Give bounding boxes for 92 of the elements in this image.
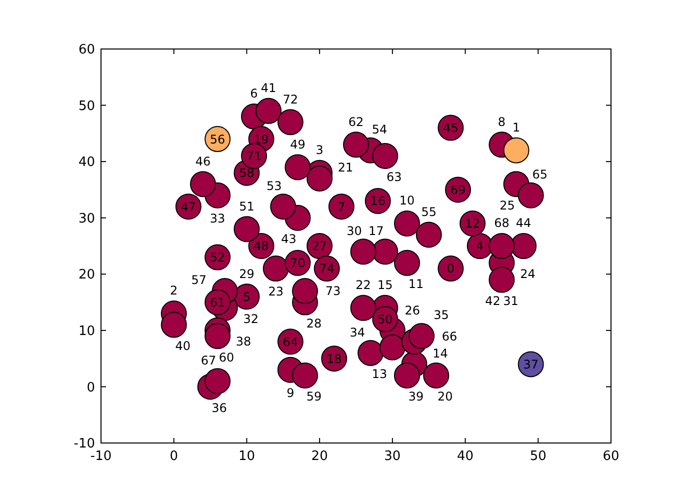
annotation: 7	[338, 200, 346, 214]
annotation: 25	[500, 198, 515, 212]
annotation: 11	[408, 277, 424, 292]
annotation: 37	[523, 357, 538, 372]
annotation: 47	[180, 200, 196, 214]
annotation: 1	[512, 120, 520, 135]
annotation: 12	[464, 216, 480, 231]
annotation: 3	[316, 143, 324, 158]
annotation: 73	[325, 284, 341, 298]
annotation: 33	[210, 212, 226, 226]
annotation: 45	[443, 121, 458, 135]
annotation: 23	[268, 284, 284, 299]
annotation: 24	[520, 267, 536, 282]
annotation: 6	[250, 86, 258, 101]
annotation: 13	[372, 367, 388, 382]
annotation: 43	[281, 232, 296, 246]
annotation: 53	[266, 178, 282, 193]
y-tick-label: 60	[78, 42, 95, 58]
annotation: 61	[210, 295, 226, 310]
annotation: 4	[476, 239, 484, 254]
annotation: 55	[421, 204, 436, 219]
annotation: 56	[210, 132, 226, 146]
annotation: 0	[446, 262, 455, 276]
y-tick-label: 50	[78, 98, 95, 114]
annotation: 74	[319, 262, 334, 276]
annotation: 29	[239, 266, 254, 281]
annotation: 18	[326, 352, 342, 366]
annotation: 21	[338, 160, 354, 175]
annotation: 20	[438, 390, 453, 404]
annotation: 38	[236, 334, 252, 349]
y-tick-label: 40	[78, 155, 95, 170]
x-tick-label: 20	[311, 449, 328, 464]
annotation: 26	[404, 304, 420, 318]
y-tick-label: 20	[78, 268, 95, 283]
annotation: 59	[306, 390, 322, 404]
annotation: 41	[260, 81, 276, 96]
annotation: 54	[372, 122, 388, 137]
x-tick-label: 60	[602, 449, 620, 464]
annotation: 15	[378, 278, 393, 292]
annotation: 19	[254, 132, 269, 146]
annotation: 64	[282, 334, 298, 349]
annotation: 52	[210, 250, 226, 264]
annotation: 28	[306, 316, 322, 330]
annotation: 63	[386, 170, 402, 184]
annotation: 58	[239, 166, 254, 180]
y-tick-label: 30	[78, 211, 95, 226]
x-tick-label: 40	[457, 449, 474, 464]
annotation: 5	[242, 290, 251, 304]
annotation: 50	[378, 312, 393, 326]
x-tick-label: 10	[238, 449, 255, 464]
annotation: 62	[348, 114, 364, 129]
annotation: 39	[408, 390, 424, 404]
x-tick-label: 30	[384, 449, 401, 464]
annotation: 16	[370, 194, 386, 208]
annotation: 36	[212, 400, 227, 415]
annotation: 27	[312, 239, 328, 254]
annotation: 34	[350, 326, 366, 340]
annotation: 2	[170, 284, 178, 298]
y-tick-label: 0	[86, 380, 95, 396]
annotation: 22	[356, 278, 371, 292]
annotation: 35	[434, 308, 449, 322]
annotation: 32	[243, 312, 258, 326]
x-tick-label: 50	[530, 449, 546, 464]
annotation: 40	[175, 339, 190, 353]
annotation: 14	[432, 346, 448, 360]
annotation: 10	[399, 194, 415, 208]
annotation: 69	[450, 182, 466, 197]
x-tick-label: -10	[90, 449, 112, 464]
annotation: 46	[195, 154, 211, 168]
annotation: 49	[290, 137, 306, 152]
annotation: 72	[282, 92, 298, 106]
annotation: 57	[191, 273, 206, 288]
annotation: 44	[516, 216, 532, 230]
y-tick-label: 10	[78, 324, 95, 339]
annotation: 9	[286, 386, 294, 400]
annotation: 68	[494, 216, 510, 230]
annotation: 70	[290, 256, 306, 270]
annotation: 51	[239, 199, 254, 214]
annotation: 71	[246, 149, 262, 164]
annotation: 30	[346, 224, 362, 238]
annotation: 31	[503, 294, 518, 308]
annotation: 48	[254, 239, 269, 254]
annotation: 60	[218, 350, 234, 364]
annotation: 65	[532, 168, 548, 182]
point	[503, 137, 530, 164]
x-tick-label: 0	[170, 449, 178, 464]
annotation: 67	[200, 353, 216, 368]
annotation: 8	[498, 114, 506, 129]
annotation: 42	[485, 294, 500, 308]
annotation: 17	[368, 224, 384, 238]
y-tick-label: -10	[74, 436, 95, 452]
annotation: 66	[442, 329, 458, 344]
